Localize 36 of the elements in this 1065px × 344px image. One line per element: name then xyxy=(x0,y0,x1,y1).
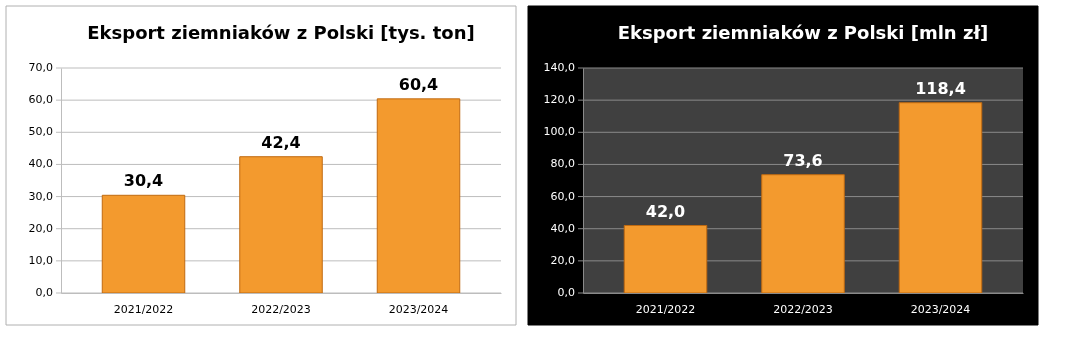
chart-title: Eksport ziemniaków z Polski [mln zł] xyxy=(617,22,989,43)
bar xyxy=(898,102,983,294)
x-tick-label: 2023/2024 xyxy=(388,302,449,316)
y-tick-label: 70,0 xyxy=(28,61,53,74)
bar xyxy=(376,98,461,294)
y-tick-label: 60,0 xyxy=(550,189,575,203)
y-tick-label: 10,0 xyxy=(28,253,53,267)
y-tick-label: 80,0 xyxy=(550,157,575,171)
bar xyxy=(623,225,708,294)
y-tick-label: 0,0 xyxy=(557,286,575,299)
y-tick-label: 20,0 xyxy=(550,253,575,267)
y-tick-label: 120,0 xyxy=(543,93,575,107)
x-tick-label: 2021/2022 xyxy=(635,302,696,316)
x-tick-label: 2021/2022 xyxy=(113,302,174,316)
data-label: 60,4 xyxy=(398,74,439,94)
y-tick-label: 30,0 xyxy=(28,189,53,203)
data-label: 30,4 xyxy=(123,171,164,191)
y-tick-label: 20,0 xyxy=(28,221,53,235)
chart-title: Eksport ziemniaków z Polski [tys. ton] xyxy=(87,22,475,43)
data-label: 118,4 xyxy=(915,78,966,98)
y-tick-label: 60,0 xyxy=(28,93,53,107)
y-tick-label: 40,0 xyxy=(550,221,575,235)
data-label: 42,0 xyxy=(645,201,686,221)
y-tick-label: 50,0 xyxy=(28,125,53,139)
x-tick-label: 2022/2023 xyxy=(251,302,311,316)
x-tick-label: 2023/2024 xyxy=(910,302,971,316)
data-label: 73,6 xyxy=(783,150,823,170)
y-tick-label: 100,0 xyxy=(543,125,575,139)
data-label: 42,4 xyxy=(261,132,301,152)
y-tick-label: 0,0 xyxy=(35,286,53,299)
bar xyxy=(761,174,845,294)
x-tick-label: 2022/2023 xyxy=(773,302,833,316)
y-tick-label: 40,0 xyxy=(28,157,53,171)
bar xyxy=(239,156,323,294)
bar xyxy=(101,194,186,294)
y-tick-label: 140,0 xyxy=(543,61,575,74)
